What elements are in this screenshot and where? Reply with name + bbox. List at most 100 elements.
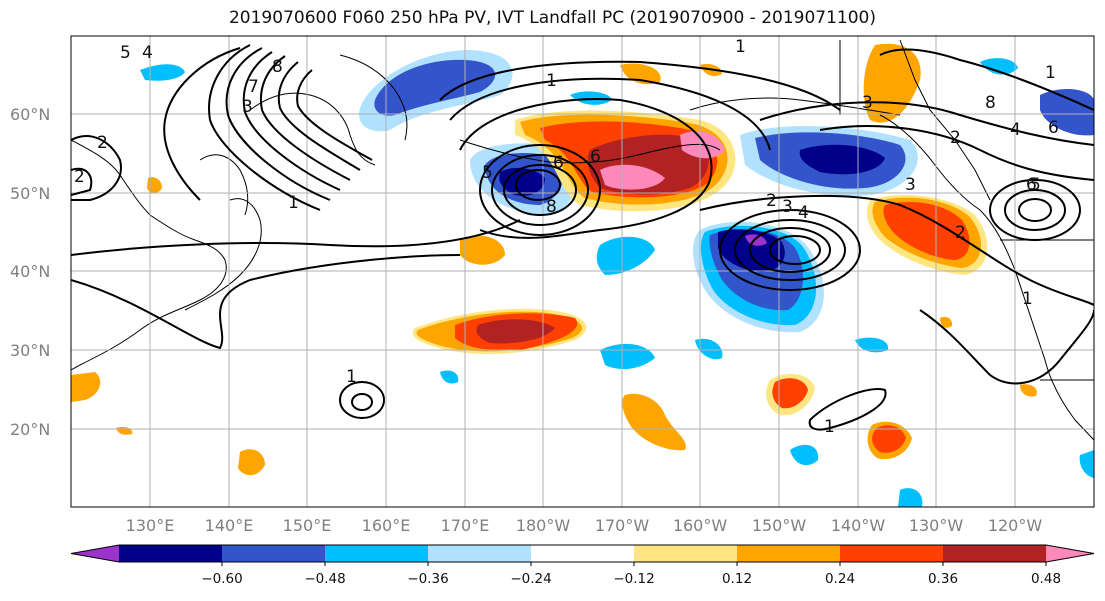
contour-label: 8 [546, 197, 557, 217]
lat-label: 50°N [10, 184, 50, 203]
pv-contour [719, 209, 861, 291]
pv-contour [351, 393, 373, 411]
positive-anomaly-region [460, 235, 505, 265]
pv-contour [479, 144, 601, 236]
contour-label: 3 [782, 197, 793, 217]
negative-anomaly-region [745, 234, 767, 246]
negative-anomaly-region [855, 337, 889, 353]
pv-contour [439, 60, 841, 111]
negative-anomaly-region [596, 236, 655, 275]
positive-anomaly-region [476, 319, 555, 344]
latitude-labels: 60°N 50°N 40°N 30°N 20°N [10, 105, 50, 439]
pv-shading-layer [71, 43, 1094, 507]
lat-label: 20°N [10, 420, 50, 439]
contour-label: 1 [1045, 63, 1056, 83]
contour-label: 1 [346, 367, 357, 387]
pv-contour [1004, 189, 1066, 231]
pv-contour [819, 125, 1094, 181]
pv-contour [296, 69, 373, 161]
colorbar-segment [428, 545, 532, 562]
colorbar-segment [1046, 545, 1094, 562]
colorbar-segment [71, 545, 119, 562]
negative-anomaly-region [790, 444, 819, 466]
contour-label: 3 [242, 97, 253, 117]
contour-label: 6 [553, 153, 564, 173]
positive-anomaly-region [622, 393, 686, 451]
contour-label: 6 [590, 147, 601, 167]
coastline [339, 54, 408, 141]
coastline [879, 114, 1094, 441]
pv-contour [339, 381, 385, 419]
lon-label: 160°E [362, 516, 411, 535]
colorbar-segment [634, 545, 738, 562]
colorbar-segment [119, 545, 223, 562]
positive-anomaly-region [872, 425, 906, 453]
lon-label: 150°W [752, 516, 807, 535]
colorbar: −0.60 −0.48 −0.36 −0.24 −0.12 0.12 0.24 0.36 0.4… [70, 544, 1095, 587]
contour-label: 8 [985, 93, 996, 113]
pv-contour-layer [71, 44, 1094, 431]
lon-label: 130°W [909, 516, 964, 535]
colorbar-tick-label: 0.36 [928, 571, 958, 587]
pv-contour [759, 101, 1094, 146]
pv-contour [879, 48, 1094, 111]
colorbar-tick-label: −0.12 [613, 571, 654, 587]
negative-anomaly-region [898, 488, 923, 507]
contour-label: 1 [735, 37, 746, 57]
coastline [184, 198, 262, 311]
coastline [199, 154, 249, 216]
colorbar-segment [737, 545, 841, 562]
positive-anomaly-region [1020, 384, 1037, 397]
contour-label: 1 [824, 417, 835, 437]
contour-label: 2 [74, 167, 85, 187]
map-title: 2019070600 F060 250 hPa PV, IVT Landfall… [228, 8, 876, 28]
contour-label: 5 [1030, 175, 1041, 195]
lon-label: 170°W [595, 516, 650, 535]
pv-contour [242, 51, 341, 191]
pv-contour [734, 219, 846, 281]
coastline [249, 92, 376, 166]
positive-anomaly-region [600, 164, 665, 190]
negative-anomaly-region [140, 64, 185, 81]
contour-label: 1 [288, 193, 299, 213]
contour-label: 8 [272, 57, 283, 77]
pv-contour [71, 135, 122, 201]
contour-label: 7 [248, 77, 259, 97]
pv-contour [491, 154, 589, 226]
contour-label: 6 [1026, 175, 1037, 195]
pv-contour [769, 235, 821, 265]
colorbar-outline [70, 544, 1095, 563]
positive-anomaly-region [620, 63, 661, 85]
negative-anomaly-region [718, 229, 785, 272]
contour-label: 2 [766, 191, 777, 211]
pv-contour [277, 61, 361, 171]
pv-contour [749, 227, 831, 273]
positive-anomaly-region [238, 449, 265, 476]
contour-label: 5 [120, 43, 131, 63]
lon-label: 120°W [988, 516, 1043, 535]
contour-label: 1 [1022, 289, 1033, 309]
negative-anomaly-region [799, 144, 885, 175]
pv-contour [989, 179, 1081, 241]
lon-label: 160°W [673, 516, 728, 535]
lat-label: 40°N [10, 262, 50, 281]
contour-label: 1 [546, 71, 557, 91]
contour-label: 6 [1048, 118, 1059, 138]
contour-label: 2 [955, 223, 966, 243]
positive-anomaly-region [883, 201, 970, 260]
pv-contour [71, 219, 521, 256]
map-frame [70, 35, 1095, 508]
pv-contour [459, 98, 713, 239]
pv-contour [503, 164, 577, 216]
lon-label: 180°W [516, 516, 571, 535]
pv-contour [71, 167, 93, 196]
colorbar-tick-label: −0.36 [407, 571, 448, 587]
pv-contour [919, 309, 1094, 385]
negative-anomaly-region [440, 370, 459, 384]
colorbar-segment [840, 545, 944, 562]
pv-contour [259, 55, 351, 181]
contour-label: 4 [142, 43, 153, 63]
pv-contour [208, 44, 321, 211]
negative-anomaly-region [1079, 450, 1094, 478]
negative-anomaly-region [1040, 88, 1094, 136]
